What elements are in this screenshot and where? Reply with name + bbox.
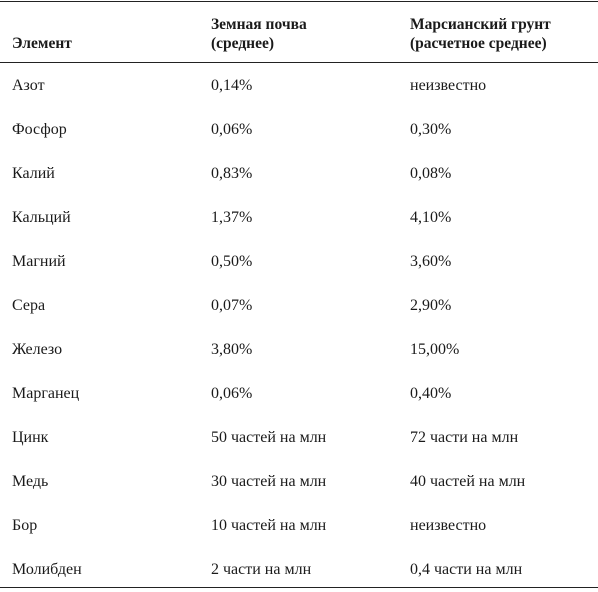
header-earth-soil-line2: (среднее) [211, 35, 275, 52]
table-row: Цинк 50 частей на млн 72 части на млн [0, 416, 598, 460]
header-element-label: Элемент [12, 35, 72, 52]
cell-earth: 0,07% [211, 297, 253, 314]
cell-earth: 0,06% [211, 385, 253, 402]
cell-mars: 0,4 части на млн [410, 561, 523, 578]
table-row: Магний 0,50% 3,60% [0, 240, 598, 284]
cell-earth: 0,06% [211, 121, 253, 138]
table-row: Медь 30 частей на млн 40 частей на млн [0, 460, 598, 504]
table-row: Сера 0,07% 2,90% [0, 284, 598, 328]
table-row: Железо 3,80% 15,00% [0, 328, 598, 372]
table-row: Кальций 1,37% 4,10% [0, 196, 598, 240]
cell-mars: 0,40% [410, 385, 452, 402]
cell-earth: 30 частей на млн [211, 473, 327, 490]
cell-earth: 0,14% [211, 77, 253, 94]
table-header-rule [0, 62, 598, 63]
cell-mars: 2,90% [410, 297, 452, 314]
cell-mars: неизвестно [410, 77, 487, 94]
cell-element: Молибден [12, 561, 82, 578]
table-top-rule [0, 1, 598, 2]
header-element: Элемент [12, 34, 72, 53]
cell-element: Медь [12, 473, 49, 490]
cell-element: Кальций [12, 209, 71, 226]
table-row: Бор 10 частей на млн неизвестно [0, 504, 598, 548]
table-row: Азот 0,14% неизвестно [0, 64, 598, 108]
table-row: Калий 0,83% 0,08% [0, 152, 598, 196]
cell-earth: 0,83% [211, 165, 253, 182]
cell-mars: 0,30% [410, 121, 452, 138]
table-row: Марганец 0,06% 0,40% [0, 372, 598, 416]
cell-mars: 72 части на млн [410, 429, 519, 446]
cell-earth: 0,50% [211, 253, 253, 270]
cell-element: Железо [12, 341, 63, 358]
header-earth-soil-line1: Земная почва [211, 16, 307, 33]
cell-earth: 3,80% [211, 341, 253, 358]
cell-element: Калий [12, 165, 55, 182]
cell-earth: 50 частей на млн [211, 429, 327, 446]
table-bottom-rule [0, 587, 598, 588]
cell-element: Фосфор [12, 121, 67, 138]
cell-element: Цинк [12, 429, 49, 446]
cell-earth: 2 части на млн [211, 561, 312, 578]
cell-element: Азот [12, 77, 45, 94]
cell-earth: 10 частей на млн [211, 517, 327, 534]
header-mars-soil-line1: Марсианский грунт [410, 16, 551, 33]
cell-mars: 0,08% [410, 165, 452, 182]
cell-element: Марганец [12, 385, 80, 402]
cell-mars: 3,60% [410, 253, 452, 270]
cell-mars: 40 частей на млн [410, 473, 526, 490]
table-header: Элемент Земная почва (среднее) Марсианск… [0, 0, 598, 62]
cell-earth: 1,37% [211, 209, 253, 226]
table-body: Азот 0,14% неизвестно Фосфор 0,06% 0,30%… [0, 64, 598, 592]
cell-mars: неизвестно [410, 517, 487, 534]
header-mars-soil-line2: (расчетное среднее) [410, 35, 547, 52]
header-mars-soil: Марсианский грунт (расчетное среднее) [410, 15, 551, 53]
cell-element: Магний [12, 253, 66, 270]
cell-element: Бор [12, 517, 38, 534]
header-earth-soil: Земная почва (среднее) [211, 15, 307, 53]
cell-mars: 15,00% [410, 341, 460, 358]
table-row: Фосфор 0,06% 0,30% [0, 108, 598, 152]
table-row: Молибден 2 части на млн 0,4 части на млн [0, 548, 598, 592]
cell-mars: 4,10% [410, 209, 452, 226]
cell-element: Сера [12, 297, 46, 314]
